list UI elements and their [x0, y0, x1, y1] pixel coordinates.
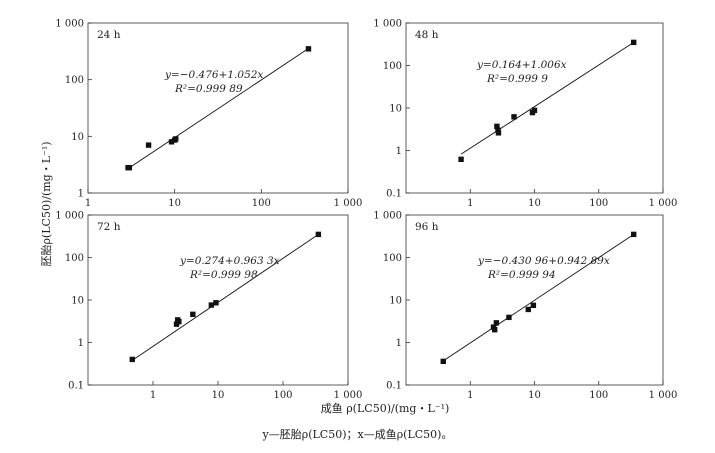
data-point	[305, 46, 312, 52]
x-tick-label: 1	[467, 198, 473, 209]
y-tick-label: 1	[396, 146, 402, 157]
data-point	[495, 130, 502, 136]
fit-equation: y=0.164+1.006x	[476, 59, 567, 71]
y-tick-label: 1 000	[373, 19, 402, 30]
data-point	[531, 107, 538, 114]
x-tick-label: 100	[273, 390, 292, 401]
x-tick-label: 10	[212, 390, 225, 401]
r-squared-label: R²=0.999 98	[189, 269, 258, 281]
x-tick-label: 1 000	[649, 198, 678, 209]
data-point	[458, 156, 464, 163]
r-squared-label: R²=0.999 9	[486, 73, 548, 85]
y-tick-label: 1 000	[55, 211, 84, 222]
data-point	[491, 327, 498, 333]
x-tick-label: 10	[528, 390, 541, 401]
panel-title: 96 h	[415, 221, 439, 233]
x-tick-label: 10	[528, 198, 541, 209]
fit-equation: y=−0.476+1.052x	[164, 69, 263, 81]
plot-frame-1	[87, 22, 349, 194]
data-point	[315, 231, 322, 238]
y-tick-label: 1	[396, 338, 402, 349]
data-point	[145, 142, 152, 148]
x-tick-label: 10	[168, 198, 181, 209]
data-point	[506, 314, 512, 321]
y-tick-label: 100	[383, 253, 402, 264]
x-tick-label: 1 000	[334, 198, 363, 209]
x-tick-label: 1	[150, 390, 156, 401]
x-tick-label: 1	[467, 390, 473, 401]
data-point	[168, 139, 175, 145]
y-tick-label: 1	[78, 189, 84, 200]
fit-line	[460, 41, 635, 155]
x-tick-label: 1 000	[334, 390, 363, 401]
x-tick-label: 100	[252, 198, 271, 209]
y-tick-label: 100	[65, 253, 84, 264]
y-tick-label: 10	[71, 132, 84, 143]
y-tick-label: 10	[389, 296, 402, 307]
y-tick-label: 0.1	[386, 381, 402, 392]
data-point	[525, 306, 531, 313]
data-point	[440, 358, 446, 365]
fit-line	[126, 47, 310, 170]
fit-equation: y=0.274+0.963 3x	[179, 255, 280, 267]
data-point	[173, 136, 179, 142]
data-point	[511, 114, 517, 120]
y-tick-label: 1 000	[55, 19, 84, 30]
data-point	[631, 39, 637, 46]
x-tick-label: 100	[589, 390, 608, 401]
r-squared-label: R²=0.999 89	[174, 83, 243, 95]
data-point	[190, 311, 196, 318]
y-tick-label: 100	[65, 75, 84, 86]
y-tick-label: 0.1	[386, 189, 402, 200]
y-axis-label: 胚胎ρ(LC50)/(mg・L⁻¹)	[39, 141, 53, 266]
y-tick-label: 1 000	[373, 211, 402, 222]
data-point	[494, 123, 500, 130]
figure-caption: y—胚胎ρ(LC50)；x—成鱼ρ(LC50)。	[262, 428, 453, 441]
data-point	[176, 318, 182, 325]
data-point	[493, 320, 500, 326]
fit-line	[132, 233, 320, 361]
x-tick-label: 1 000	[649, 390, 678, 401]
data-point	[631, 231, 637, 238]
x-tick-label: 1	[85, 198, 91, 209]
fit-line	[443, 233, 635, 362]
panel-title: 72 h	[97, 221, 121, 233]
data-point	[129, 356, 135, 363]
y-tick-label: 100	[383, 61, 402, 72]
data-point	[126, 164, 133, 171]
data-point	[530, 302, 537, 309]
y-tick-label: 10	[71, 296, 84, 307]
data-point	[208, 302, 215, 308]
x-tick-label: 100	[589, 198, 608, 209]
panel-title: 24 h	[97, 29, 121, 41]
y-tick-label: 10	[389, 104, 402, 115]
data-point	[213, 300, 219, 306]
r-squared-label: R²=0.999 94	[487, 269, 556, 281]
x-axis-label: 成鱼 ρ(LC50)/(mg・L⁻¹)	[321, 401, 450, 415]
fit-equation: y=−0.430 96+0.942 89x	[477, 255, 610, 267]
panel-title: 48 h	[415, 29, 439, 41]
y-tick-label: 1	[78, 338, 84, 349]
y-tick-label: 0.1	[68, 381, 84, 392]
